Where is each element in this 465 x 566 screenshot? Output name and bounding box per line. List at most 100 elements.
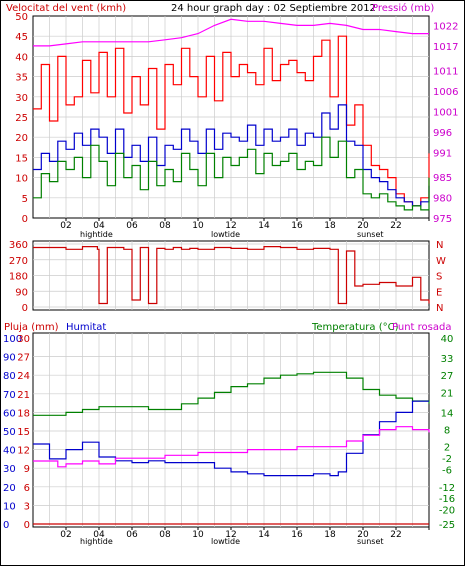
climate-x-tick-label: 12: [225, 530, 236, 540]
wind-y-tick-label: 45: [15, 32, 28, 43]
humidity-y-tick-label: 70: [3, 390, 16, 401]
wind-y-tick-label: 30: [15, 93, 28, 104]
direction-y-tick-label: 360: [9, 240, 28, 251]
dewpoint-axis-title: Punt rosada: [392, 322, 451, 333]
temperature-y-tick-label: -6: [442, 466, 452, 477]
rain-y-tick-label: 21: [17, 390, 30, 401]
sunset-label: sunset: [357, 230, 384, 239]
temperature-y-tick-label: -12: [439, 483, 455, 494]
climate-x-tick-label: 18: [324, 530, 336, 540]
climate-x-tick-label: 20: [357, 530, 369, 540]
climate-x-tick-label: 06: [126, 530, 138, 540]
humidity-y-tick-label: 90: [3, 353, 16, 364]
sunset-label-bottom: sunset: [357, 537, 384, 546]
humidity-y-tick-label: 10: [3, 501, 16, 512]
chart-title: 24 hour graph day : 02 Septiembre 2012: [171, 3, 376, 14]
rain-y-tick-label: 9: [24, 464, 30, 475]
rain-y-tick-label: 3: [24, 501, 30, 512]
humidity-y-tick-label: 80: [3, 371, 16, 382]
wind-x-tick-label: 02: [60, 221, 71, 231]
series-humidity-line: [33, 400, 429, 477]
wind-y-tick-label: 10: [15, 174, 28, 185]
temperature-y-tick-label: 27: [441, 371, 454, 382]
pressure-y-tick-label: 1006: [433, 87, 458, 98]
pressure-y-tick-label: 1017: [433, 42, 458, 53]
humidity-y-tick-label: 100: [3, 334, 22, 345]
rain-y-tick-label: 24: [17, 371, 30, 382]
rain-y-tick-label: 27: [17, 353, 30, 364]
pressure-y-tick-label: 1022: [433, 21, 458, 32]
wind-x-tick-label: 14: [258, 221, 270, 231]
temperature-axis-title: Temperatura (°C): [311, 322, 399, 333]
wind-y-tick-label: 35: [15, 73, 28, 84]
rain-y-tick-label: 6: [24, 483, 30, 494]
wind-y-tick-label: 40: [15, 52, 28, 63]
temperature-y-tick-label: -25: [439, 520, 455, 531]
temperature-y-tick-label: 33: [441, 354, 454, 365]
direction-y-tick-label: 270: [9, 256, 28, 267]
wind-axis-title: Velocitat del vent (kmh): [6, 3, 126, 14]
wind-y-tick-label: 0: [22, 214, 28, 225]
climate-x-tick-label: 04: [93, 530, 105, 540]
pressure-y-tick-label: 985: [433, 173, 452, 184]
temperature-y-tick-label: 2: [444, 443, 450, 454]
rain-y-tick-label: 18: [17, 408, 30, 419]
climate-x-tick-label: 22: [390, 530, 401, 540]
temperature-y-tick-label: -20: [439, 506, 455, 517]
wind-x-tick-label: 08: [159, 221, 171, 231]
humidity-y-tick-label: 40: [3, 446, 16, 457]
climate-x-tick-label: 14: [258, 530, 270, 540]
series-speed-line: [33, 136, 430, 211]
rain-axis-title: Pluja (mm): [4, 322, 59, 333]
lowtide-label-bottom: lowtide: [211, 537, 240, 546]
wind-x-tick-label: 20: [357, 221, 369, 231]
temperature-y-tick-label: 40: [441, 334, 454, 345]
compass-label: N: [436, 240, 443, 251]
hightide-label: hightide: [80, 230, 113, 239]
compass-label: S: [436, 272, 442, 283]
compass-label: E: [436, 287, 442, 298]
temperature-y-tick-label: 14: [441, 408, 454, 419]
direction-y-tick-label: 90: [15, 287, 28, 298]
temperature-y-tick-label: 21: [441, 388, 454, 399]
climate-x-tick-label: 10: [192, 530, 204, 540]
lowtide-label: lowtide: [211, 230, 240, 239]
compass-label: N: [436, 303, 443, 314]
pressure-y-tick-label: 991: [433, 148, 452, 159]
pressure-y-tick-label: 996: [433, 128, 452, 139]
climate-x-tick-label: 08: [159, 530, 171, 540]
humidity-y-tick-label: 60: [3, 408, 16, 419]
rain-y-tick-label: 0: [24, 520, 30, 531]
wind-y-tick-label: 15: [15, 153, 28, 164]
humidity-axis-title: Humitat: [66, 322, 106, 333]
temperature-y-tick-label: -2: [442, 454, 452, 465]
wind-x-tick-label: 16: [291, 221, 303, 231]
wind-x-tick-label: 04: [93, 221, 105, 231]
pressure-y-tick-label: 1001: [433, 107, 458, 118]
pressure-y-tick-label: 980: [433, 194, 452, 205]
climate-x-tick-label: 16: [291, 530, 303, 540]
humidity-y-tick-label: 20: [3, 483, 16, 494]
climate-x-tick-label: 02: [60, 530, 71, 540]
series-temperature-line: [33, 371, 430, 416]
wind-y-tick-label: 5: [22, 194, 28, 205]
direction-y-tick-label: 180: [9, 272, 28, 283]
compass-label: W: [436, 256, 446, 267]
humidity-y-tick-label: 0: [3, 520, 9, 531]
wind-y-tick-label: 50: [15, 12, 28, 23]
rain-y-tick-label: 15: [17, 427, 30, 438]
wind-x-tick-label: 10: [192, 221, 204, 231]
humidity-y-tick-label: 50: [3, 427, 16, 438]
temperature-y-tick-label: 8: [444, 426, 450, 437]
direction-y-tick-label: 0: [22, 303, 28, 314]
series-pressure-line: [33, 18, 429, 47]
wind-y-tick-label: 25: [15, 113, 28, 124]
wind-x-tick-label: 18: [324, 221, 336, 231]
wind-y-tick-label: 20: [15, 133, 28, 144]
series-direction-line: [33, 246, 430, 305]
pressure-y-tick-label: 975: [433, 214, 452, 225]
wind-x-tick-label: 06: [126, 221, 138, 231]
pressure-y-tick-label: 1011: [433, 66, 458, 77]
rain-y-tick-label: 30: [17, 334, 30, 345]
